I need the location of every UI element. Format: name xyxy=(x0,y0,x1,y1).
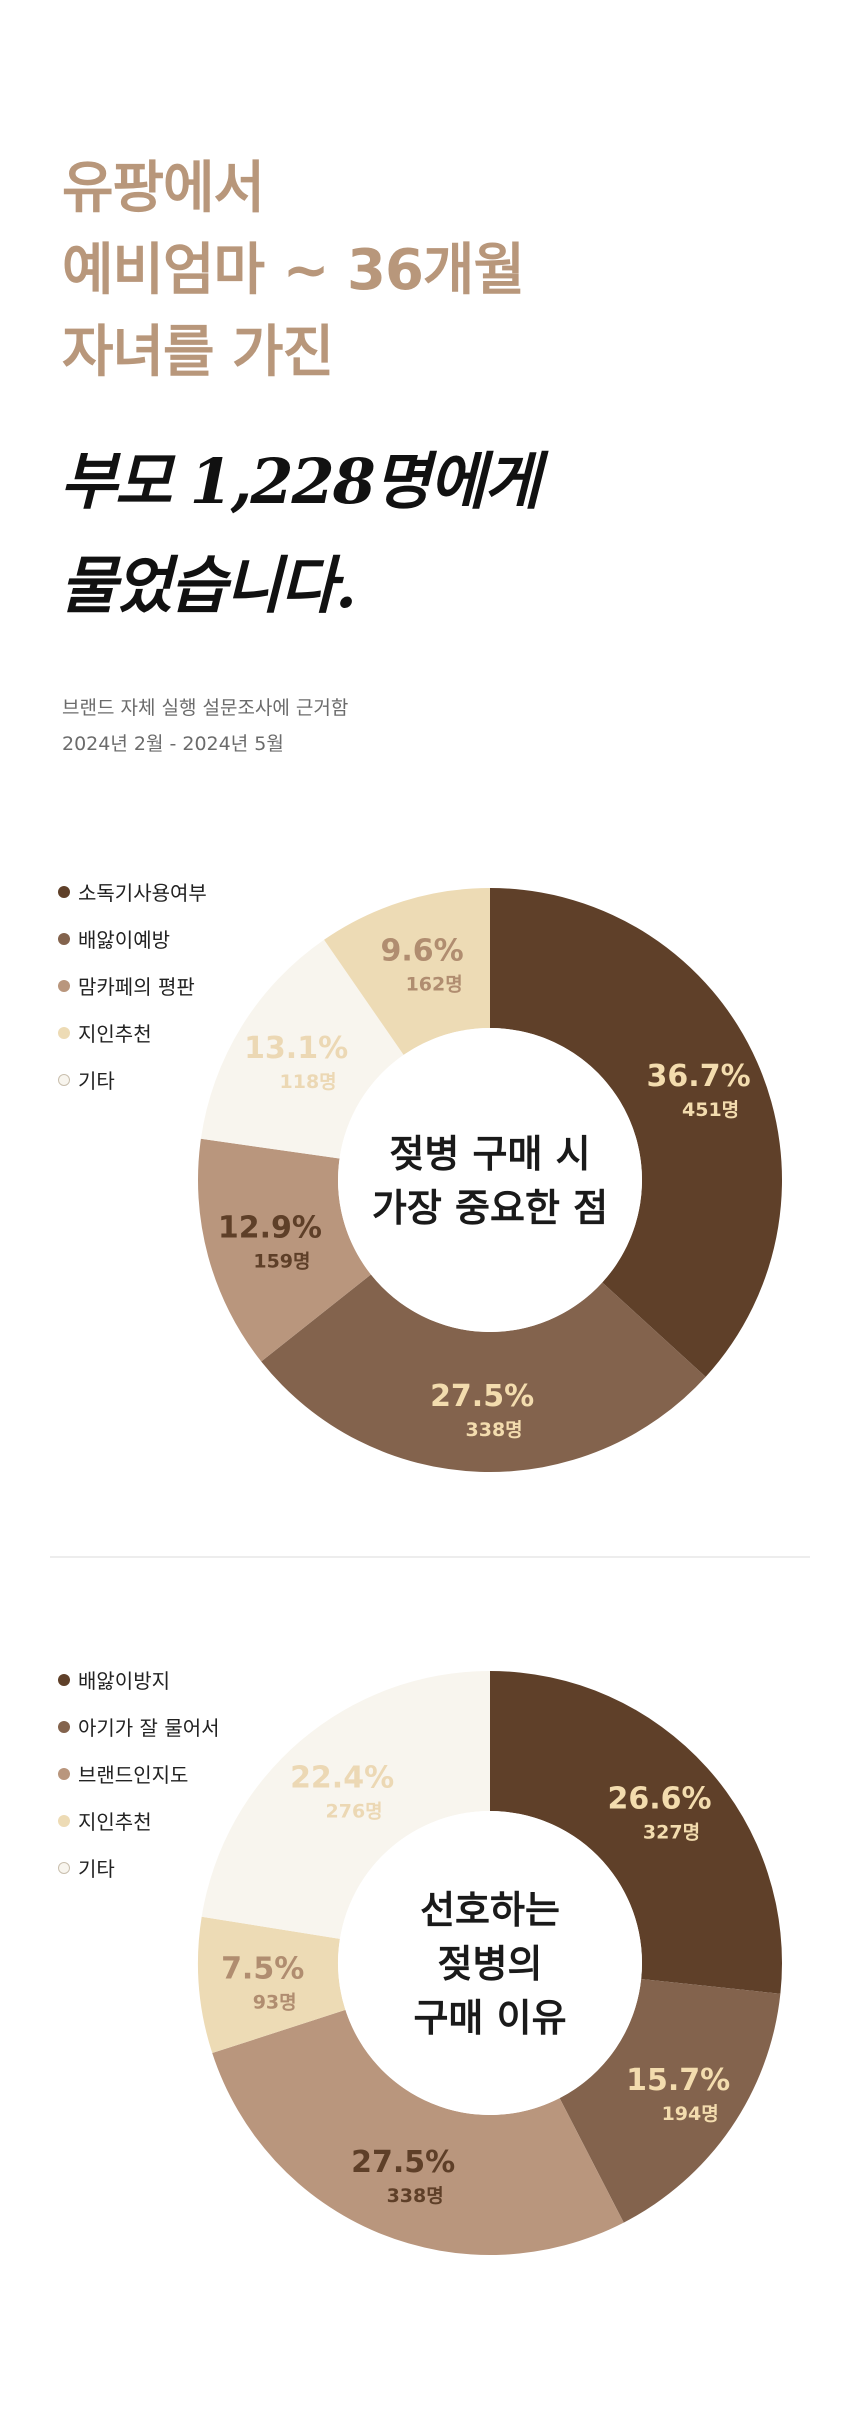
legend-label: 맘카페의 평판 xyxy=(78,975,195,999)
handwritten-line-2: 물었습니다. xyxy=(60,549,357,622)
donut-slice xyxy=(559,1979,781,2223)
legend-label: 아기가 잘 물어서 xyxy=(78,1716,220,1740)
donut-slice xyxy=(490,1671,782,1994)
donut-slice xyxy=(200,939,404,1159)
legend-label: 브랜드인지도 xyxy=(78,1763,189,1787)
slice-count-label: 276명 xyxy=(326,1800,383,1822)
legend-label: 배앓이예방 xyxy=(78,928,170,952)
legend-label: 배앓이방지 xyxy=(78,1669,170,1693)
legend-item: 맘카페의 평판 xyxy=(58,962,207,1009)
legend-dot xyxy=(58,1720,70,1733)
donut-slice xyxy=(212,2009,624,2255)
legend-item: 기타 xyxy=(58,1056,207,1103)
chart-center-title-line: 선호하는 xyxy=(420,1888,560,1932)
donut-slice xyxy=(261,1274,706,1472)
legend-dot xyxy=(58,1767,70,1780)
legend-item: 아기가 잘 물어서 xyxy=(58,1703,220,1750)
donut-center-hole xyxy=(338,1028,642,1332)
legend-label: 기타 xyxy=(78,1857,115,1881)
source-line-1: 브랜드 자체 실행 설문조사에 근거함 xyxy=(62,697,349,719)
slice-percent-label: 26.6% xyxy=(607,1782,711,1817)
legend-chart-2: 배앓이방지 아기가 잘 물어서 브랜드인지도 지인추천 기타 xyxy=(58,1656,220,1891)
slice-count-label: 93명 xyxy=(253,1992,297,2014)
slice-count-label: 338명 xyxy=(387,2185,444,2207)
legend-item: 지인추천 xyxy=(58,1009,207,1056)
donut-chart-bottle-purchase-factors: 36.7% 451명 27.5% 338명 12.9% 159명 13.1% 118명 9.6%… xyxy=(198,888,782,1472)
slice-count-label: 451명 xyxy=(682,1099,739,1121)
legend-dot xyxy=(58,1073,70,1086)
chart-center-title-line: 젖병의 xyxy=(438,1942,543,1986)
chart-center-title-line: 젖병 구매 시 xyxy=(389,1132,590,1176)
section-divider xyxy=(50,1556,810,1558)
slice-percent-label: 7.5% xyxy=(221,1952,304,1987)
legend-item: 배앓이예방 xyxy=(58,915,207,962)
slice-percent-label: 13.1% xyxy=(244,1031,348,1066)
legend-dot xyxy=(58,1814,70,1827)
legend-dot xyxy=(58,979,70,992)
donut-chart-bottle-preference-reasons: 26.6% 327명 15.7% 194명 27.5% 338명 7.5% 93명 22.4% 2… xyxy=(198,1671,782,2255)
legend-label: 지인추천 xyxy=(78,1022,152,1046)
slice-count-label: 194명 xyxy=(662,2103,719,2125)
slice-percent-label: 22.4% xyxy=(290,1760,394,1795)
donut-slice xyxy=(198,1138,371,1362)
chart-center-title-line: 가장 중요한 점 xyxy=(372,1186,608,1230)
slice-count-label: 159명 xyxy=(253,1251,310,1273)
legend-item: 지인추천 xyxy=(58,1797,220,1844)
legend-dot xyxy=(58,885,70,898)
slice-count-label: 162명 xyxy=(406,973,463,995)
donut-center-hole xyxy=(338,1811,642,2115)
slice-percent-label: 27.5% xyxy=(351,2145,455,2180)
slice-count-label: 327명 xyxy=(643,1822,700,1844)
legend-dot xyxy=(58,1673,70,1686)
legend-chart-1: 소독기사용여부 배앓이예방 맘카페의 평판 지인추천 기타 xyxy=(58,868,207,1103)
chart-center-title-line: 구매 이유 xyxy=(413,1996,566,2040)
headline-line-2: 예비엄마 ~ 36개월 xyxy=(62,238,525,303)
headline-line-3: 자녀를 가진 xyxy=(62,320,334,385)
headline-line-1: 유팡에서 xyxy=(62,156,265,221)
legend-label: 지인추천 xyxy=(78,1810,152,1834)
slice-percent-label: 36.7% xyxy=(647,1059,751,1094)
donut-slice xyxy=(490,888,782,1377)
handwritten-headline: 부모 1,228명에게 물었습니다. xyxy=(60,430,541,638)
headline: 유팡에서 예비엄마 ~ 36개월 자녀를 가진 xyxy=(62,148,525,394)
legend-item: 기타 xyxy=(58,1844,220,1891)
slice-percent-label: 9.6% xyxy=(381,933,464,968)
slice-percent-label: 12.9% xyxy=(218,1211,322,1246)
donut-slice xyxy=(201,1671,491,1939)
survey-source-note: 브랜드 자체 실행 설문조사에 근거함 2024년 2월 - 2024년 5월 xyxy=(62,690,348,762)
legend-label: 기타 xyxy=(78,1069,115,1093)
legend-item: 배앓이방지 xyxy=(58,1656,220,1703)
legend-dot xyxy=(58,1026,70,1039)
slice-percent-label: 27.5% xyxy=(430,1379,534,1414)
legend-label: 소독기사용여부 xyxy=(78,881,207,905)
source-line-2: 2024년 2월 - 2024년 5월 xyxy=(62,733,284,755)
slice-percent-label: 15.7% xyxy=(626,2063,730,2098)
legend-item: 소독기사용여부 xyxy=(58,868,207,915)
donut-slice xyxy=(324,888,490,1055)
handwritten-line-1: 부모 1,228명에게 xyxy=(60,445,541,518)
slice-count-label: 118명 xyxy=(280,1071,337,1093)
donut-slice xyxy=(198,1916,346,2054)
legend-dot xyxy=(58,1861,70,1874)
legend-item: 브랜드인지도 xyxy=(58,1750,220,1797)
legend-dot xyxy=(58,932,70,945)
slice-count-label: 338명 xyxy=(466,1419,523,1441)
